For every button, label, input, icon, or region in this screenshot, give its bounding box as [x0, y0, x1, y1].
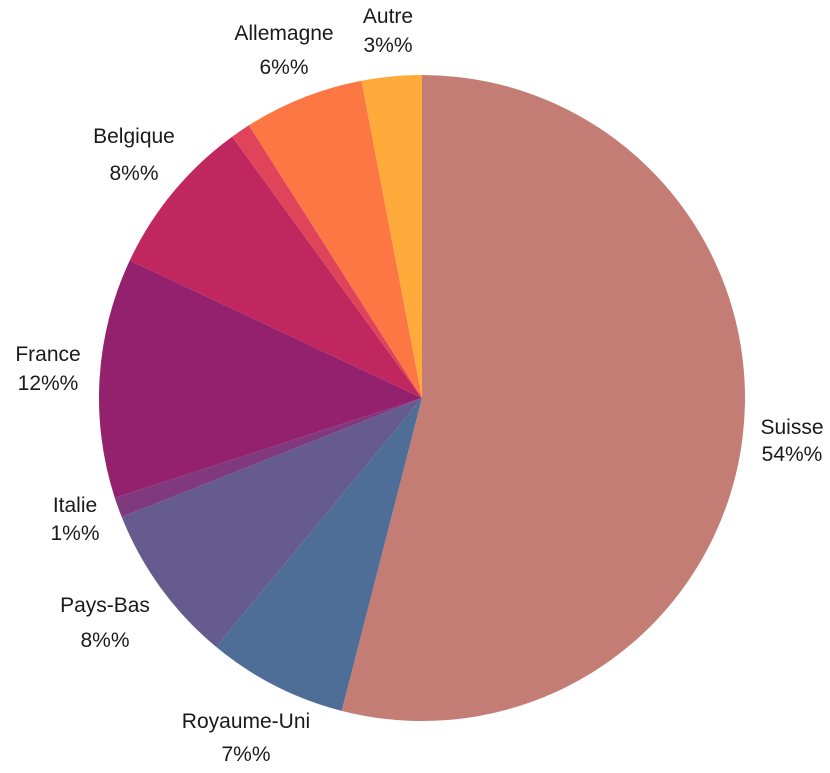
slice-name-label: France — [15, 343, 80, 366]
pie-slice-france — [98, 260, 422, 498]
slice-value-label: 7%% — [221, 743, 270, 766]
slice-name-label: Suisse — [760, 416, 823, 439]
pie-slice-unlabeled-6 — [232, 125, 422, 399]
pie-slice-italie — [114, 398, 422, 517]
slice-value-label: 1%% — [50, 522, 99, 545]
pie-slice-autre — [361, 75, 422, 398]
slice-value-label: 8%% — [80, 629, 129, 652]
slice-name-label: Italie — [53, 494, 97, 517]
slice-name-label: Autre — [363, 5, 413, 28]
slice-name-label: Royaume-Uni — [182, 710, 310, 733]
slice-value-label: 54%% — [762, 443, 823, 466]
slice-value-label: 8%% — [109, 162, 158, 185]
pie-labels: Suisse 54%% Royaume-Uni 7%% Pays-Bas 8%% Itali… — [15, 5, 823, 766]
pie-slices — [98, 75, 745, 721]
slice-value-label: 6%% — [259, 56, 308, 79]
slice-name-label: Allemagne — [234, 22, 333, 45]
pie-slice-pays-bas — [121, 398, 423, 647]
slice-value-label: 3%% — [363, 34, 412, 57]
slice-value-label: 12%% — [18, 372, 79, 395]
pie-slice-allemagne — [248, 80, 422, 398]
slice-name-label: Belgique — [93, 125, 175, 148]
pie-slice-royaume-uni — [216, 398, 422, 711]
pie-slice-belgique — [129, 136, 423, 399]
slice-name-label: Pays-Bas — [60, 594, 150, 617]
pie-slice-suisse — [341, 75, 745, 721]
